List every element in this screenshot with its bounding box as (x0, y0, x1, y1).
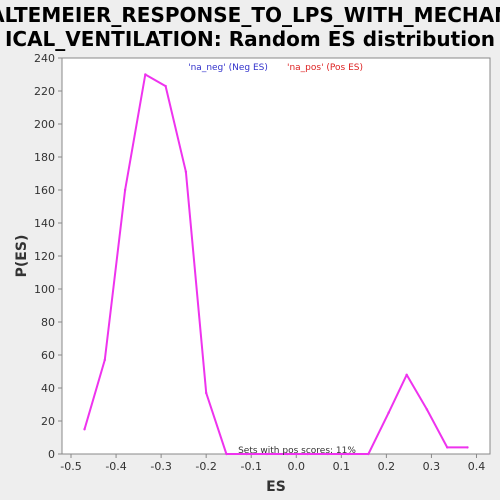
x-tick-label: 0.3 (423, 460, 441, 473)
y-tick-label: 240 (34, 52, 55, 65)
data-point (225, 452, 228, 456)
data-point (446, 446, 449, 449)
data-point (245, 452, 248, 456)
x-axis-ticks: -0.5 -0.4 -0.3 -0.2 -0.1 0.0 0.1 0.2 0.3 0.4 (60, 454, 485, 473)
y-tick-label: 40 (41, 382, 55, 395)
x-tick-label: 0.4 (468, 460, 486, 473)
data-point (425, 408, 429, 411)
data-point (326, 452, 330, 456)
x-tick-label: -0.4 (105, 460, 126, 473)
data-point (103, 358, 107, 362)
y-tick-label: 60 (41, 349, 55, 362)
x-axis-label: ES (266, 479, 286, 495)
y-tick-label: 180 (34, 151, 55, 164)
x-tick-label: -0.2 (195, 460, 216, 473)
data-point (286, 452, 289, 456)
data-point (184, 170, 188, 174)
y-tick-label: 220 (34, 85, 55, 98)
data-point (265, 452, 269, 456)
legend-item-neg: 'na_neg' (Neg ES) (188, 63, 268, 73)
y-tick-label: 200 (34, 118, 55, 131)
x-tick-label: 0.1 (333, 460, 351, 473)
y-axis-label: P(ES) (14, 235, 30, 278)
series-points (83, 73, 469, 456)
data-point (405, 373, 408, 376)
x-tick-label: 0.0 (288, 460, 306, 473)
y-tick-label: 160 (34, 184, 55, 197)
data-point (466, 446, 469, 449)
legend: 'na_neg' (Neg ES) 'na_pos' (Pos ES) (188, 63, 363, 73)
data-point (164, 84, 167, 88)
y-tick-label: 80 (41, 316, 55, 329)
data-point (306, 452, 309, 456)
x-tick-label: -0.5 (60, 460, 81, 473)
x-tick-label: -0.1 (240, 460, 261, 473)
legend-item-pos: 'na_pos' (Pos ES) (287, 63, 363, 73)
y-axis-ticks: 0 20 40 60 80 100 120 140 160 180 200 220 240 (34, 52, 62, 461)
data-point (83, 428, 86, 431)
chart-title-line-2: ICAL_VENTILATION: Random ES distribution (5, 27, 495, 51)
x-tick-label: 0.2 (378, 460, 396, 473)
plot-area (61, 57, 491, 455)
y-tick-label: 120 (34, 250, 55, 263)
data-point (204, 391, 208, 395)
data-point (367, 452, 370, 456)
data-point (123, 188, 127, 192)
data-point (387, 411, 390, 414)
y-tick-label: 0 (48, 448, 55, 461)
series-line (83, 73, 468, 455)
y-tick-label: 20 (41, 415, 55, 428)
y-tick-label: 140 (34, 217, 55, 230)
chart-title-line-1: ALTEMEIER_RESPONSE_TO_LPS_WITH_MECHAN (0, 3, 500, 27)
data-point (144, 73, 147, 76)
x-tick-label: -0.3 (150, 460, 171, 473)
data-point (346, 452, 350, 456)
annotation-pos-scores: Sets with pos scores: 11% (238, 446, 356, 456)
y-tick-label: 100 (34, 283, 55, 296)
